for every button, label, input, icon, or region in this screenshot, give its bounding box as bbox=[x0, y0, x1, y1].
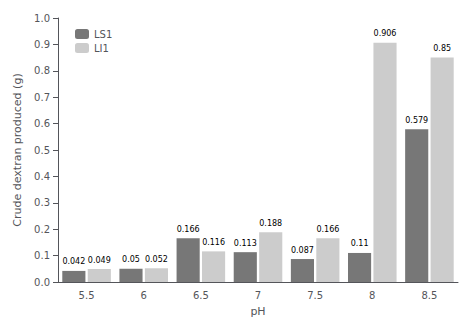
svg-text:0.579: 0.579 bbox=[405, 116, 428, 125]
svg-text:0.1: 0.1 bbox=[34, 250, 50, 261]
svg-text:0.052: 0.052 bbox=[145, 255, 168, 264]
svg-text:7.5: 7.5 bbox=[307, 290, 323, 301]
svg-text:0.5: 0.5 bbox=[34, 145, 50, 156]
svg-text:0.087: 0.087 bbox=[291, 246, 314, 255]
svg-text:1.0: 1.0 bbox=[34, 13, 50, 24]
svg-text:0.166: 0.166 bbox=[177, 225, 200, 234]
svg-text:0.9: 0.9 bbox=[34, 39, 50, 50]
svg-text:5.5: 5.5 bbox=[79, 290, 95, 301]
svg-text:Crude dextran produced (g): Crude dextran produced (g) bbox=[11, 73, 24, 226]
svg-text:LI1: LI1 bbox=[94, 43, 109, 54]
svg-text:6: 6 bbox=[141, 290, 147, 301]
svg-text:0.188: 0.188 bbox=[259, 219, 282, 228]
svg-text:0.6: 0.6 bbox=[34, 118, 50, 129]
svg-text:0.2: 0.2 bbox=[34, 224, 50, 235]
svg-text:8: 8 bbox=[369, 290, 375, 301]
svg-text:0.116: 0.116 bbox=[202, 238, 225, 247]
svg-text:0.3: 0.3 bbox=[34, 197, 50, 208]
svg-text:0.85: 0.85 bbox=[433, 44, 451, 53]
svg-text:0.042: 0.042 bbox=[62, 257, 85, 266]
svg-text:8.5: 8.5 bbox=[421, 290, 437, 301]
svg-text:0.11: 0.11 bbox=[351, 239, 369, 248]
svg-text:0.0: 0.0 bbox=[34, 277, 50, 288]
svg-text:0.8: 0.8 bbox=[34, 65, 50, 76]
svg-text:LS1: LS1 bbox=[94, 29, 112, 40]
svg-text:0.906: 0.906 bbox=[374, 29, 397, 38]
svg-text:0.166: 0.166 bbox=[316, 225, 339, 234]
svg-text:0.4: 0.4 bbox=[34, 171, 50, 182]
svg-text:6.5: 6.5 bbox=[193, 290, 209, 301]
svg-text:0.7: 0.7 bbox=[34, 92, 50, 103]
svg-text:0.049: 0.049 bbox=[88, 256, 111, 265]
svg-text:0.113: 0.113 bbox=[234, 239, 257, 248]
svg-text:0.05: 0.05 bbox=[122, 255, 140, 264]
svg-text:pH: pH bbox=[250, 305, 265, 318]
svg-text:7: 7 bbox=[255, 290, 261, 301]
